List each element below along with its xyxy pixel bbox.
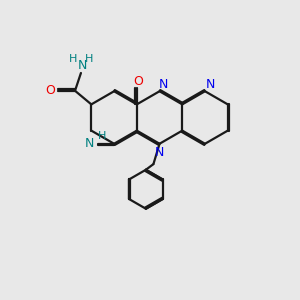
Text: N: N (205, 78, 215, 91)
Text: H: H (85, 54, 93, 64)
Text: N: N (159, 78, 168, 91)
Text: H: H (69, 54, 77, 64)
Text: N: N (77, 59, 87, 73)
Text: O: O (133, 75, 143, 88)
Text: H: H (98, 131, 106, 141)
Text: N: N (155, 146, 164, 159)
Text: O: O (46, 84, 56, 97)
Text: N: N (84, 137, 94, 150)
